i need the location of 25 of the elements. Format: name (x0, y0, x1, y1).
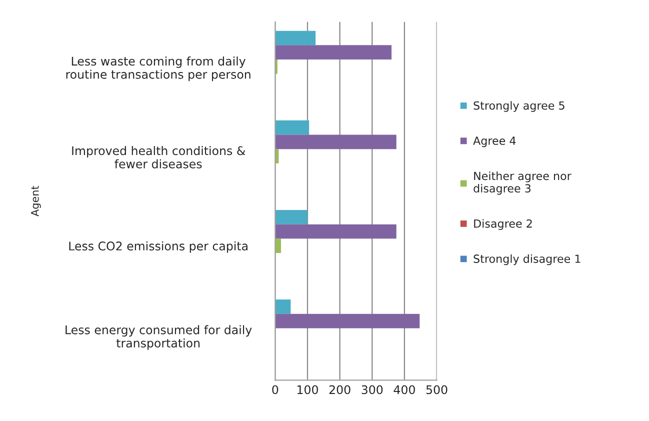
bar (275, 134, 396, 150)
legend-label: Disagree 2 (474, 219, 532, 230)
bar (275, 120, 310, 135)
legend-label: Strongly disagree 1 (474, 254, 580, 266)
bar (275, 314, 420, 328)
y-tick-label: Less energy consumed for daily transportation (66, 325, 252, 350)
x-tick-label: 300 (362, 385, 383, 394)
bar (275, 30, 316, 46)
legend-label: Neither agree nor disagree 3 (474, 172, 572, 195)
legend-label: Strongly agree 5 (474, 101, 564, 112)
x-tick-label: 400 (394, 385, 415, 394)
x-tick-label: 100 (298, 385, 318, 394)
x-tick-label: 500 (426, 385, 448, 394)
y-tick-label: Less CO2 emissions per capita (69, 241, 248, 253)
y-axis-title: Agent (31, 186, 41, 216)
x-tick-label: 200 (329, 385, 350, 394)
x-tick-label: 0 (272, 385, 278, 394)
bar (275, 300, 291, 314)
bar (275, 210, 308, 224)
y-tick-label: Improved health conditions & fewer diseases (72, 146, 246, 168)
bar (275, 224, 396, 239)
bar (275, 45, 392, 60)
legend-label: Agree 4 (473, 136, 516, 148)
bar (275, 238, 281, 253)
y-tick-label: Less waste coming from daily routine transactions per person (66, 56, 250, 82)
